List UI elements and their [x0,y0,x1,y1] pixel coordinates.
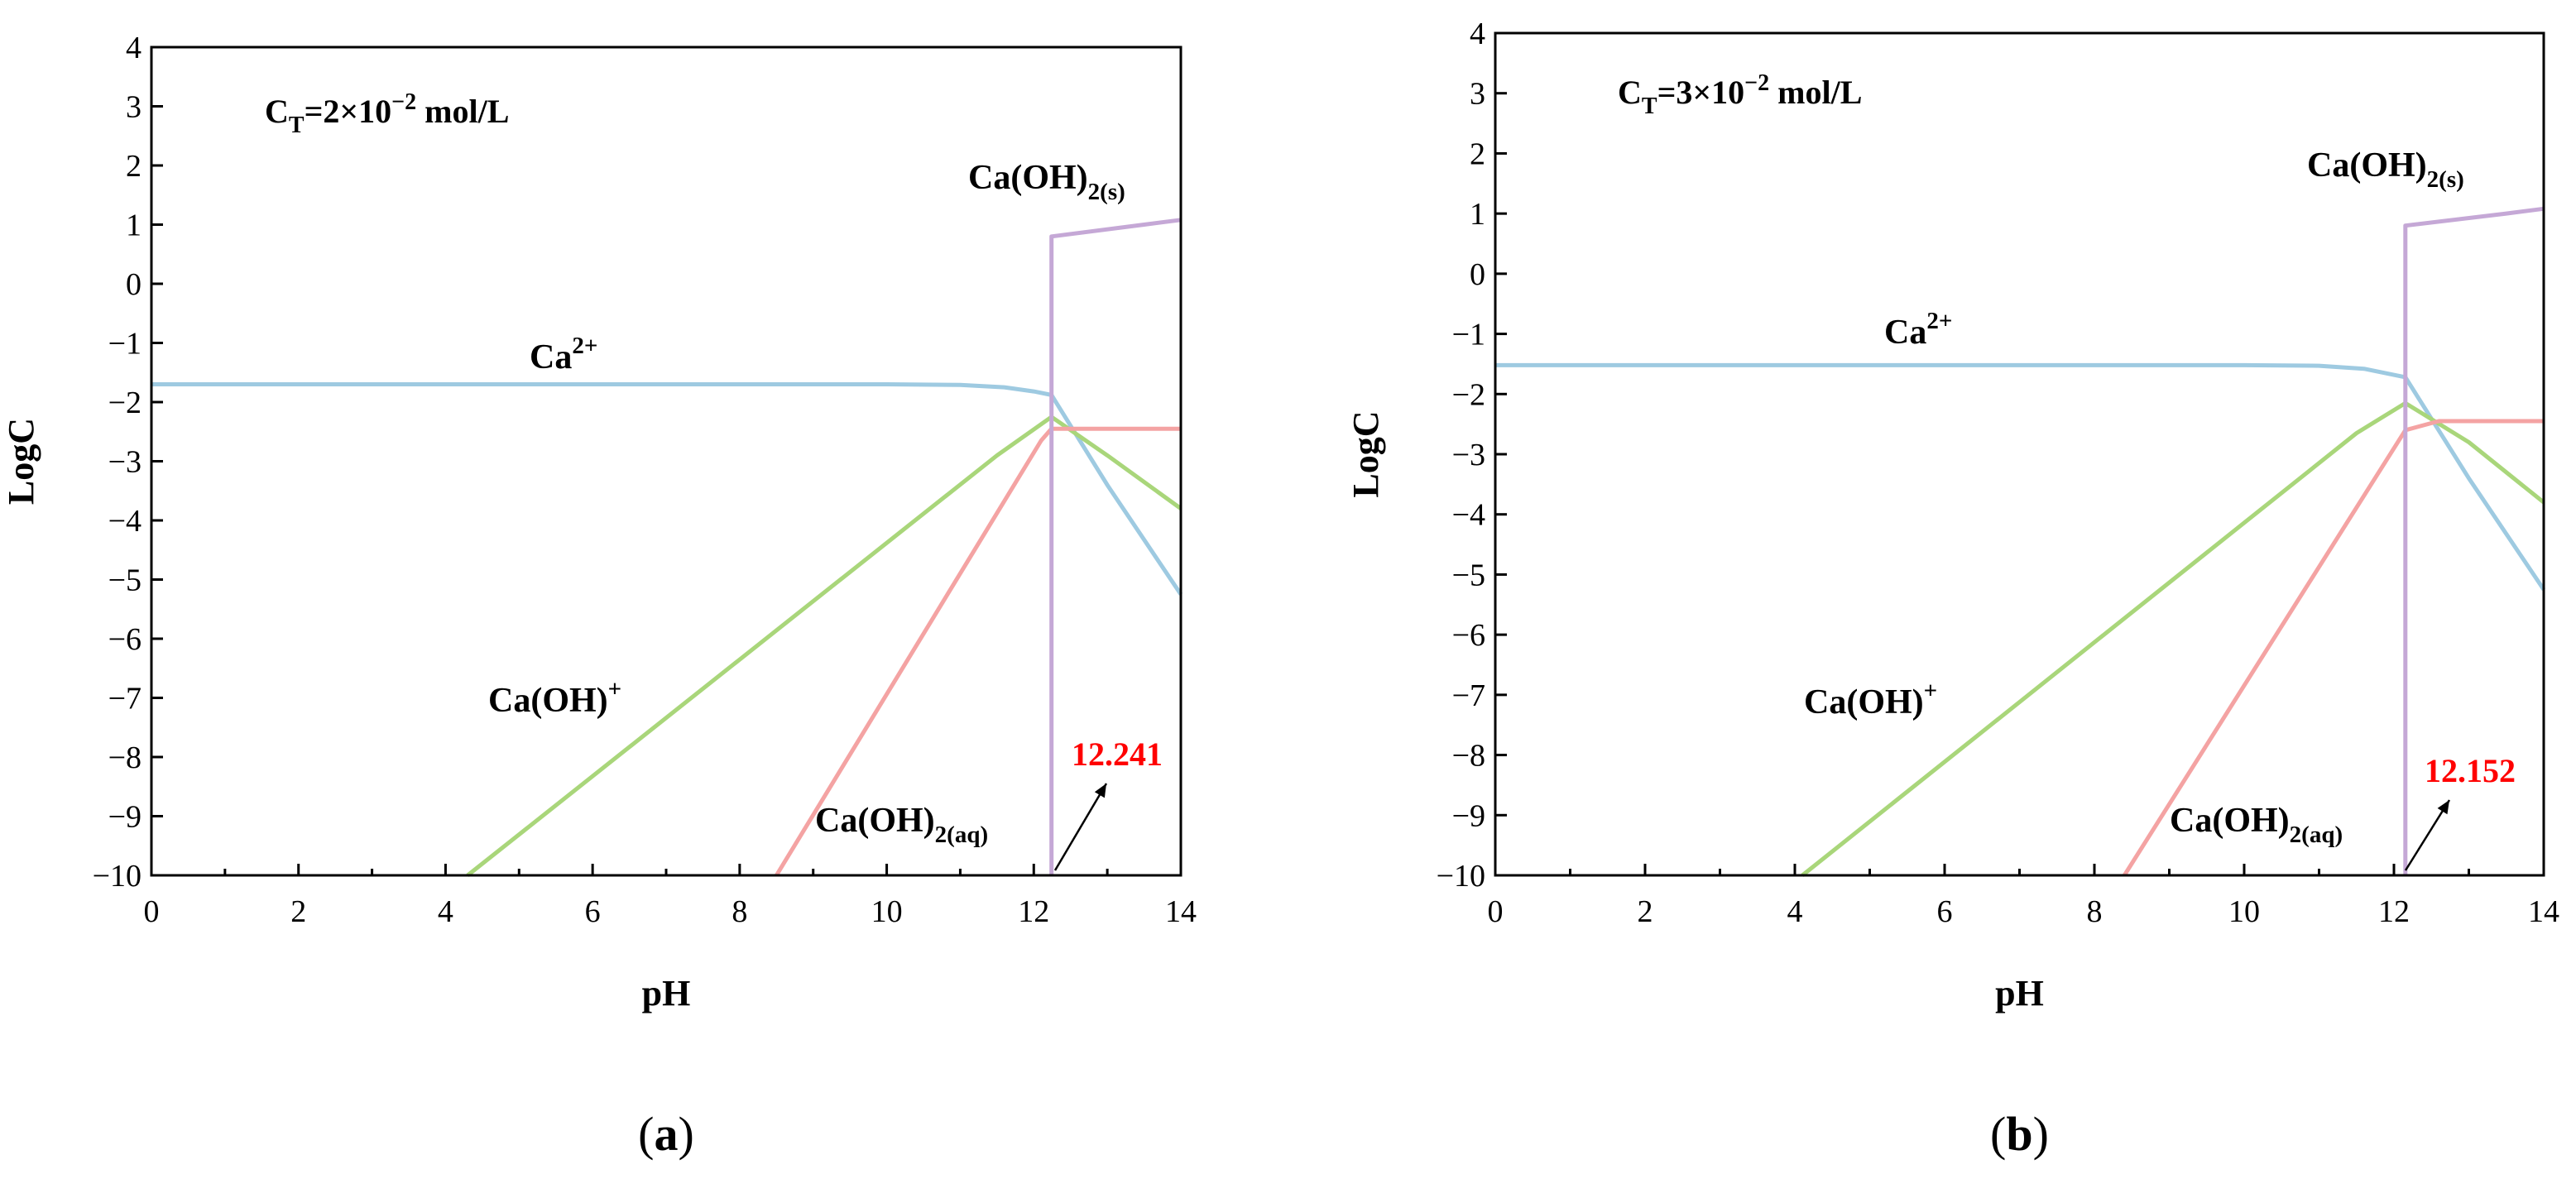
y-tick-label: 4 [1470,17,1485,51]
y-tick-label: 0 [1470,257,1485,292]
series-line-ca [151,382,1183,596]
series-label-solid: Ca(OH)2(s) [2307,146,2464,193]
y-tick-label: −4 [108,504,142,539]
y-tick-label: −1 [1452,318,1485,352]
y-tick-label: −3 [1452,438,1485,472]
y-tick-label: −5 [1452,558,1485,592]
x-axis-label: pH [642,973,691,1014]
x-tick-label: 0 [1488,894,1504,929]
y-tick-label: −8 [1452,739,1485,774]
y-tick-label: 1 [126,208,142,243]
threshold-value-label: 12.152 [2425,752,2516,789]
x-tick-label: 10 [2228,894,2260,929]
threshold-arrowhead [1094,783,1106,798]
series-label-ca: Ca2+ [530,333,597,376]
y-tick-label: −3 [108,445,142,480]
x-tick-label: 4 [1787,894,1803,929]
x-tick-label: 8 [2087,894,2103,929]
y-tick-label: 3 [126,90,142,125]
threshold-arrowhead [2437,800,2449,815]
x-tick-label: 14 [1165,894,1197,929]
x-tick-label: 10 [871,894,903,929]
y-tick-label: −4 [1452,498,1485,533]
y-tick-label: −1 [108,327,142,362]
series-label-caoh: Ca(OH)+ [1804,678,1937,721]
x-axis-label: pH [1995,973,2044,1014]
series-label-aq: Ca(OH)2(aq) [815,802,988,848]
x-tick-label: 6 [1937,894,1953,929]
x-tick-label: 12 [2378,894,2410,929]
y-tick-label: 1 [1470,197,1485,232]
y-axis-label: LogC [1346,410,1386,497]
y-tick-label: −10 [93,859,142,894]
y-tick-label: −6 [1452,618,1485,653]
y-tick-label: −7 [108,682,142,716]
y-tick-label: −9 [1452,798,1485,833]
series-line-aq [2123,419,2544,877]
x-tick-label: 0 [144,894,160,929]
y-tick-label: −9 [108,800,142,835]
x-tick-label: 8 [732,894,747,929]
x-tick-label: 6 [585,894,601,929]
y-tick-label: −5 [108,563,142,598]
y-tick-label: 4 [126,31,142,65]
y-tick-label: −7 [1452,678,1485,713]
series-label-ca: Ca2+ [1884,308,1952,352]
chart-panel-b: 0 2 4 6 8 10 12 14−10−9−8−7−6−5−4−3−2−101234pHL… [1346,17,2559,1161]
concentration-label: CT=2×10−2 mol/L [265,89,509,138]
threshold-value-label: 12.241 [1072,736,1163,773]
x-tick-label: 4 [438,894,453,929]
y-tick-label: 2 [1470,137,1485,171]
series-label-solid: Ca(OH)2(s) [968,159,1125,205]
y-axis-label: LogC [1,418,41,505]
chart-panel-a: 0 2 4 6 8 10 12 14−10−9−8−7−6−5−4−3−2−101234pHL… [1,31,1197,1161]
x-tick-label: 2 [1638,894,1653,929]
x-tick-label: 12 [1018,894,1049,929]
y-tick-label: −10 [1437,859,1485,894]
y-tick-label: −6 [108,622,142,657]
series-line-ca [1495,362,2546,591]
series-label-aq: Ca(OH)2(aq) [2170,802,2343,848]
x-tick-label: 14 [2528,894,2559,929]
y-tick-label: 3 [1470,77,1485,112]
panel-label: (b) [1990,1107,2049,1161]
x-tick-label: 2 [290,894,306,929]
panel-label: (a) [638,1107,694,1161]
concentration-label: CT=3×10−2 mol/L [1618,70,1862,119]
y-tick-label: −8 [108,740,142,775]
series-line-aq [775,426,1181,877]
y-tick-label: −2 [108,386,142,420]
series-line-solid [2403,206,2545,875]
series-line-solid [1049,218,1182,875]
y-tick-label: 0 [126,267,142,302]
series-label-caoh: Ca(OH)+ [488,676,621,720]
y-tick-label: 2 [126,149,142,184]
y-tick-label: −2 [1452,377,1485,412]
threshold-arrow [1053,783,1108,871]
threshold-arrow [2404,799,2451,871]
